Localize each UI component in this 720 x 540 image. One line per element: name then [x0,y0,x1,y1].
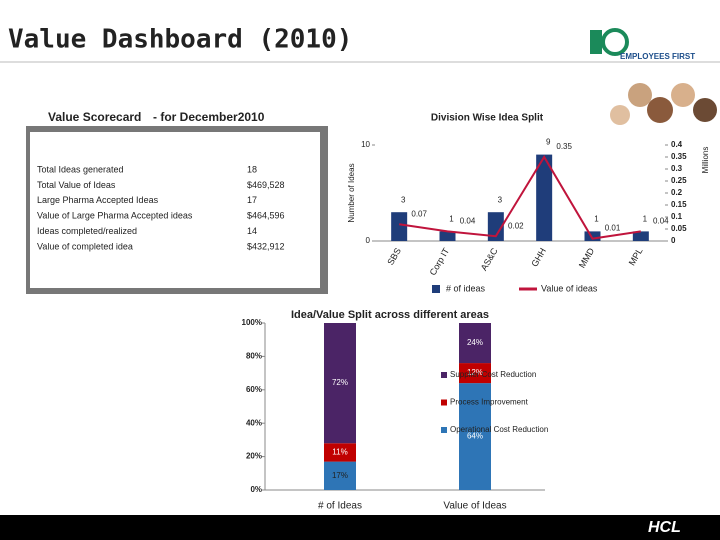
data-label: 9 [546,138,551,147]
y2-tick-label: 0.1 [671,212,683,221]
y-tick-label: 0 [366,236,371,245]
row-value: 18 [247,164,257,174]
row-label: Total Value of Ideas [37,180,116,190]
row-label: Value of completed idea [37,241,133,251]
data-label: 72% [332,378,348,387]
y2-tick-label: 0.4 [671,140,683,149]
y-tick-label: 10 [361,140,370,149]
row-label: Large Pharma Accepted Ideas [37,195,159,205]
photos [610,83,717,125]
data-label: 12% [467,368,483,377]
legend-label: # of ideas [446,283,486,293]
data-label: 0.02 [508,221,524,230]
row-label: Ideas completed/realized [37,226,137,236]
logo-text: EMPLOYEES FIRST [620,52,695,61]
y2-axis-label: Millions [701,147,710,174]
bar [487,212,504,241]
bar-segment [459,323,491,364]
bar [439,231,456,241]
x-tick-label: Value of Ideas [443,501,506,512]
scorecard-panel [30,132,320,288]
y2-tick-label: 0.2 [671,188,683,197]
y2-tick-label: 0 [671,236,676,245]
photo [628,83,652,107]
data-label: 11% [332,448,347,457]
row-value: $469,528 [247,180,285,190]
chart-title: Idea/Value Split across different areas [291,309,489,321]
bar [632,231,649,241]
footer-bar [0,515,720,540]
y-axis-label: Number of Ideas [347,163,356,222]
data-label: 24% [467,338,483,347]
data-label: 17% [332,471,348,480]
y-tick-label: 0% [250,485,262,494]
x-tick-label: # of Ideas [318,501,362,512]
data-label: 3 [401,195,406,204]
slide-title: Value Dashboard (2010) [8,25,352,55]
y-tick-label: 40% [246,418,262,427]
bar [391,212,408,241]
y-tick-label: 100% [242,318,262,327]
bar-segment [324,443,356,462]
data-label: 0.01 [605,224,621,233]
split-chart: Idea/Value Split across different areas 0… [242,309,549,512]
y2-tick-label: 0.35 [671,152,687,161]
legend-swatch [441,399,447,406]
y-tick-label: 80% [246,352,262,361]
row-value: 17 [247,195,257,205]
bar-segment [459,383,491,490]
data-label: 0.04 [460,217,476,226]
data-label: 1 [594,215,599,224]
scorecard-subheading: - for December2010 [153,110,265,124]
legend-label: Value of ideas [541,283,598,293]
row-value: $432,912 [247,241,285,251]
scorecard-heading: Value Scorecard [48,110,141,124]
row-label: Total Ideas generated [37,164,124,174]
data-label: 0.35 [556,142,572,151]
logo-mark [601,28,629,56]
logo-mark [590,30,602,54]
row-value: $464,596 [247,211,285,221]
bar-segment [324,323,356,444]
y2-tick-label: 0.25 [671,176,687,185]
data-label: 3 [498,195,503,204]
data-label: 1 [449,215,454,224]
legend-label: Operational Cost Reduction [450,425,548,434]
logo: EMPLOYEES FIRST [590,28,695,61]
line [399,155,641,240]
data-label: 64% [467,432,483,441]
y2-tick-label: 0.15 [671,200,687,209]
bar [536,154,553,241]
legend-label: Process Improvement [450,398,529,407]
bar-segment [459,363,491,384]
y2-tick-label: 0.3 [671,164,683,173]
chart-title: Division Wise Idea Split [431,113,544,124]
row-label: Value of Large Pharma Accepted ideas [37,211,193,221]
legend-swatch [432,285,440,293]
legend-swatch [441,427,447,433]
data-label: 0.07 [411,209,427,218]
photo [671,83,695,107]
photo [693,98,717,122]
y-tick-label: 60% [246,385,262,394]
bar [584,231,601,241]
bar-segment [324,461,356,490]
y2-tick-label: 0.05 [671,224,687,233]
scorecard-rows: Total Ideas generated 18 Total Value of Id… [37,164,285,251]
footer-logo: HCL [648,519,681,536]
data-label: 0.04 [653,217,669,226]
y-tick-label: 20% [246,452,262,461]
legend-swatch [441,372,447,378]
legend-label: Supplier Cost Reduction [450,370,536,379]
photo [610,105,630,125]
row-value: 14 [247,226,257,236]
photo [647,97,673,123]
data-label: 1 [643,215,648,224]
